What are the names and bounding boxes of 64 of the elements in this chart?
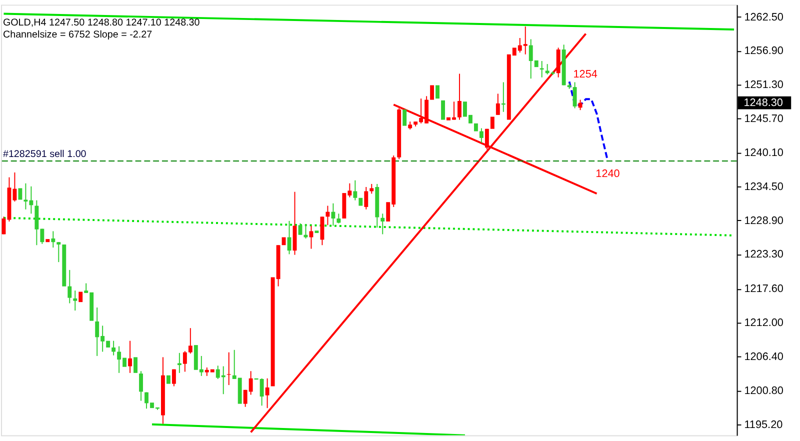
y-tick-label: 1223.30 xyxy=(744,248,784,261)
y-tick-label: 1234.50 xyxy=(744,180,784,193)
candlestick xyxy=(46,239,50,242)
ref-line-label: #1282591 sell 1.00 xyxy=(2,149,87,160)
candlestick xyxy=(490,116,494,129)
y-tick-label: 1195.20 xyxy=(744,418,783,431)
candlestick xyxy=(326,205,330,226)
candlestick xyxy=(73,290,78,312)
candlestick xyxy=(436,85,440,99)
candlestick xyxy=(78,292,83,302)
y-tick-label: 1212.00 xyxy=(744,317,784,330)
y-tick-label: 1251.30 xyxy=(744,79,784,92)
y-tick-label: 1240.10 xyxy=(744,146,784,159)
candlestick xyxy=(18,188,22,200)
candlestick xyxy=(430,85,434,100)
annotation: GOLD,H4 1247.50 1248.80 1247.10 1248.30 xyxy=(2,17,200,28)
candlestick xyxy=(309,225,314,250)
candlestick xyxy=(68,269,72,304)
candlestick xyxy=(51,230,56,248)
y-tick-label: 1206.40 xyxy=(744,351,784,364)
annotation: 1240 xyxy=(596,168,620,180)
annotation: Channelsize = 6752 Slope = -2.27 xyxy=(2,29,152,40)
candlestick xyxy=(578,99,582,111)
candlestick xyxy=(364,186,368,210)
candlestick xyxy=(265,378,270,409)
candlestick xyxy=(331,202,336,226)
candlestick xyxy=(112,340,116,356)
y-tick-label: 1262.50 xyxy=(744,11,784,24)
candlestick xyxy=(56,242,61,263)
candlestick xyxy=(172,368,176,387)
candlestick xyxy=(128,340,132,374)
candlestick xyxy=(166,375,170,384)
candlestick xyxy=(479,128,484,144)
candlestick xyxy=(298,222,302,236)
candlestick xyxy=(358,198,363,206)
candlestick xyxy=(402,109,407,126)
y-tick-label: 1228.90 xyxy=(744,214,784,227)
candlestick xyxy=(177,352,182,374)
y-tick-label: 1256.90 xyxy=(744,45,784,58)
candlestick xyxy=(370,183,374,194)
candlestick xyxy=(474,123,478,132)
candlestick xyxy=(353,180,358,201)
candlestick xyxy=(139,370,143,402)
candlestick xyxy=(62,244,66,286)
candlestick xyxy=(282,237,286,246)
candlestick xyxy=(556,47,560,78)
candlestick xyxy=(380,213,385,235)
candlestick xyxy=(572,82,577,109)
candlestick xyxy=(320,216,324,246)
candlestick xyxy=(484,128,489,150)
candlestick xyxy=(458,73,462,120)
y-tick-label: 1200.80 xyxy=(744,384,784,397)
candlestick xyxy=(134,357,138,373)
y-tick-label: 1217.60 xyxy=(744,283,784,296)
candlestick xyxy=(441,100,445,120)
candlestick xyxy=(496,93,500,116)
text: 1248.30 xyxy=(744,96,783,109)
candlestick xyxy=(336,213,341,224)
candlestick xyxy=(304,223,308,239)
y-tick-label: 1245.70 xyxy=(744,113,784,126)
candlestick xyxy=(314,230,319,234)
candlestick xyxy=(188,328,192,354)
candlestick xyxy=(182,350,187,372)
annotation: 1254 xyxy=(573,68,598,81)
